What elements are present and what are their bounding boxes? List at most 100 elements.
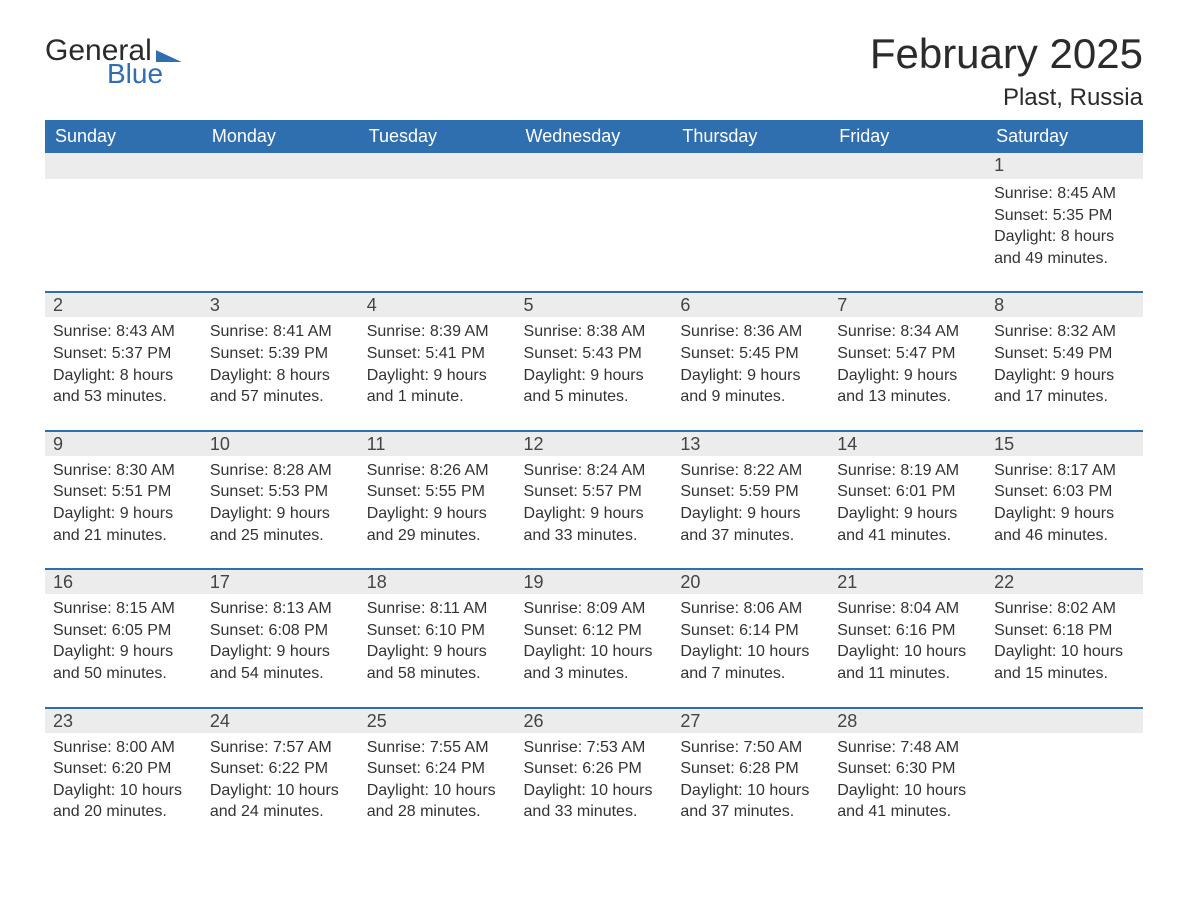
sunrise-line: Sunrise: 8:13 AM xyxy=(210,598,351,620)
sunrise-line: Sunrise: 8:34 AM xyxy=(837,321,978,343)
brand-logo: General Blue xyxy=(45,36,182,88)
calendar-cell: 17Sunrise: 8:13 AMSunset: 6:08 PMDayligh… xyxy=(202,568,359,706)
day-number: 6 xyxy=(672,291,829,317)
daylight-line: Daylight: 9 hours and 17 minutes. xyxy=(994,365,1135,408)
day-body: Sunrise: 8:24 AMSunset: 5:57 PMDaylight:… xyxy=(516,456,673,568)
sunrise-line: Sunrise: 8:39 AM xyxy=(367,321,508,343)
day-body: Sunrise: 7:53 AMSunset: 6:26 PMDaylight:… xyxy=(516,733,673,845)
day-number: 22 xyxy=(986,568,1143,594)
day-number xyxy=(986,707,1143,733)
sunrise-line: Sunrise: 8:11 AM xyxy=(367,598,508,620)
sunset-line: Sunset: 5:59 PM xyxy=(680,481,821,503)
calendar-cell: 23Sunrise: 8:00 AMSunset: 6:20 PMDayligh… xyxy=(45,707,202,845)
day-number: 9 xyxy=(45,430,202,456)
calendar-cell: 11Sunrise: 8:26 AMSunset: 5:55 PMDayligh… xyxy=(359,430,516,568)
calendar-cell: 27Sunrise: 7:50 AMSunset: 6:28 PMDayligh… xyxy=(672,707,829,845)
day-body: Sunrise: 8:22 AMSunset: 5:59 PMDaylight:… xyxy=(672,456,829,568)
brand-part2: Blue xyxy=(107,60,182,88)
sunrise-line: Sunrise: 7:57 AM xyxy=(210,737,351,759)
day-body: Sunrise: 8:38 AMSunset: 5:43 PMDaylight:… xyxy=(516,317,673,429)
day-number: 21 xyxy=(829,568,986,594)
daylight-line: Daylight: 9 hours and 9 minutes. xyxy=(680,365,821,408)
day-number: 13 xyxy=(672,430,829,456)
day-body: Sunrise: 7:48 AMSunset: 6:30 PMDaylight:… xyxy=(829,733,986,845)
sunrise-line: Sunrise: 8:38 AM xyxy=(524,321,665,343)
day-body: Sunrise: 8:39 AMSunset: 5:41 PMDaylight:… xyxy=(359,317,516,429)
sunrise-line: Sunrise: 8:00 AM xyxy=(53,737,194,759)
sunrise-line: Sunrise: 7:48 AM xyxy=(837,737,978,759)
calendar-week: 16Sunrise: 8:15 AMSunset: 6:05 PMDayligh… xyxy=(45,568,1143,706)
sunset-line: Sunset: 5:35 PM xyxy=(994,205,1135,227)
sunset-line: Sunset: 6:24 PM xyxy=(367,758,508,780)
day-number xyxy=(202,153,359,179)
day-body: Sunrise: 8:19 AMSunset: 6:01 PMDaylight:… xyxy=(829,456,986,568)
calendar-cell: 14Sunrise: 8:19 AMSunset: 6:01 PMDayligh… xyxy=(829,430,986,568)
day-body: Sunrise: 8:13 AMSunset: 6:08 PMDaylight:… xyxy=(202,594,359,706)
daylight-line: Daylight: 10 hours and 37 minutes. xyxy=(680,780,821,823)
day-body: Sunrise: 8:09 AMSunset: 6:12 PMDaylight:… xyxy=(516,594,673,706)
calendar-cell: 1Sunrise: 8:45 AMSunset: 5:35 PMDaylight… xyxy=(986,153,1143,291)
day-number: 24 xyxy=(202,707,359,733)
daylight-line: Daylight: 9 hours and 58 minutes. xyxy=(367,641,508,684)
day-body: Sunrise: 8:06 AMSunset: 6:14 PMDaylight:… xyxy=(672,594,829,706)
calendar-cell: 6Sunrise: 8:36 AMSunset: 5:45 PMDaylight… xyxy=(672,291,829,429)
sunset-line: Sunset: 6:30 PM xyxy=(837,758,978,780)
calendar-cell: 8Sunrise: 8:32 AMSunset: 5:49 PMDaylight… xyxy=(986,291,1143,429)
sunset-line: Sunset: 6:26 PM xyxy=(524,758,665,780)
calendar-table: SundayMondayTuesdayWednesdayThursdayFrid… xyxy=(45,120,1143,845)
day-body: Sunrise: 8:32 AMSunset: 5:49 PMDaylight:… xyxy=(986,317,1143,429)
sunrise-line: Sunrise: 8:24 AM xyxy=(524,460,665,482)
day-body: Sunrise: 8:45 AMSunset: 5:35 PMDaylight:… xyxy=(986,179,1143,291)
page-title: February 2025 xyxy=(870,30,1143,78)
calendar-cell: 24Sunrise: 7:57 AMSunset: 6:22 PMDayligh… xyxy=(202,707,359,845)
day-number: 11 xyxy=(359,430,516,456)
day-number: 4 xyxy=(359,291,516,317)
day-number: 14 xyxy=(829,430,986,456)
calendar-week: 9Sunrise: 8:30 AMSunset: 5:51 PMDaylight… xyxy=(45,430,1143,568)
sunrise-line: Sunrise: 8:32 AM xyxy=(994,321,1135,343)
calendar-week: 23Sunrise: 8:00 AMSunset: 6:20 PMDayligh… xyxy=(45,707,1143,845)
calendar-cell: 28Sunrise: 7:48 AMSunset: 6:30 PMDayligh… xyxy=(829,707,986,845)
calendar-cell xyxy=(672,153,829,291)
daylight-line: Daylight: 9 hours and 13 minutes. xyxy=(837,365,978,408)
calendar-cell xyxy=(829,153,986,291)
daylight-line: Daylight: 10 hours and 33 minutes. xyxy=(524,780,665,823)
calendar-cell: 4Sunrise: 8:39 AMSunset: 5:41 PMDaylight… xyxy=(359,291,516,429)
day-body: Sunrise: 8:02 AMSunset: 6:18 PMDaylight:… xyxy=(986,594,1143,706)
calendar-cell: 2Sunrise: 8:43 AMSunset: 5:37 PMDaylight… xyxy=(45,291,202,429)
day-number: 3 xyxy=(202,291,359,317)
day-body xyxy=(45,179,202,287)
day-number: 8 xyxy=(986,291,1143,317)
day-number: 19 xyxy=(516,568,673,594)
day-number xyxy=(359,153,516,179)
sunset-line: Sunset: 5:41 PM xyxy=(367,343,508,365)
sunset-line: Sunset: 5:57 PM xyxy=(524,481,665,503)
day-body: Sunrise: 8:11 AMSunset: 6:10 PMDaylight:… xyxy=(359,594,516,706)
daylight-line: Daylight: 9 hours and 25 minutes. xyxy=(210,503,351,546)
sunrise-line: Sunrise: 8:04 AM xyxy=(837,598,978,620)
day-body: Sunrise: 8:34 AMSunset: 5:47 PMDaylight:… xyxy=(829,317,986,429)
calendar-cell: 15Sunrise: 8:17 AMSunset: 6:03 PMDayligh… xyxy=(986,430,1143,568)
daylight-line: Daylight: 8 hours and 53 minutes. xyxy=(53,365,194,408)
sunset-line: Sunset: 5:37 PM xyxy=(53,343,194,365)
sunset-line: Sunset: 6:08 PM xyxy=(210,620,351,642)
calendar-cell xyxy=(516,153,673,291)
daylight-line: Daylight: 8 hours and 49 minutes. xyxy=(994,226,1135,269)
calendar-cell: 21Sunrise: 8:04 AMSunset: 6:16 PMDayligh… xyxy=(829,568,986,706)
sunrise-line: Sunrise: 8:26 AM xyxy=(367,460,508,482)
calendar-cell: 7Sunrise: 8:34 AMSunset: 5:47 PMDaylight… xyxy=(829,291,986,429)
sunrise-line: Sunrise: 8:36 AM xyxy=(680,321,821,343)
day-body xyxy=(516,179,673,287)
daylight-line: Daylight: 10 hours and 7 minutes. xyxy=(680,641,821,684)
calendar-cell: 3Sunrise: 8:41 AMSunset: 5:39 PMDaylight… xyxy=(202,291,359,429)
daylight-line: Daylight: 10 hours and 3 minutes. xyxy=(524,641,665,684)
day-number: 15 xyxy=(986,430,1143,456)
sunset-line: Sunset: 6:22 PM xyxy=(210,758,351,780)
calendar-week: 2Sunrise: 8:43 AMSunset: 5:37 PMDaylight… xyxy=(45,291,1143,429)
sunset-line: Sunset: 6:12 PM xyxy=(524,620,665,642)
day-header: Wednesday xyxy=(516,120,673,153)
daylight-line: Daylight: 9 hours and 5 minutes. xyxy=(524,365,665,408)
sunset-line: Sunset: 6:10 PM xyxy=(367,620,508,642)
day-body: Sunrise: 7:55 AMSunset: 6:24 PMDaylight:… xyxy=(359,733,516,845)
daylight-line: Daylight: 10 hours and 20 minutes. xyxy=(53,780,194,823)
